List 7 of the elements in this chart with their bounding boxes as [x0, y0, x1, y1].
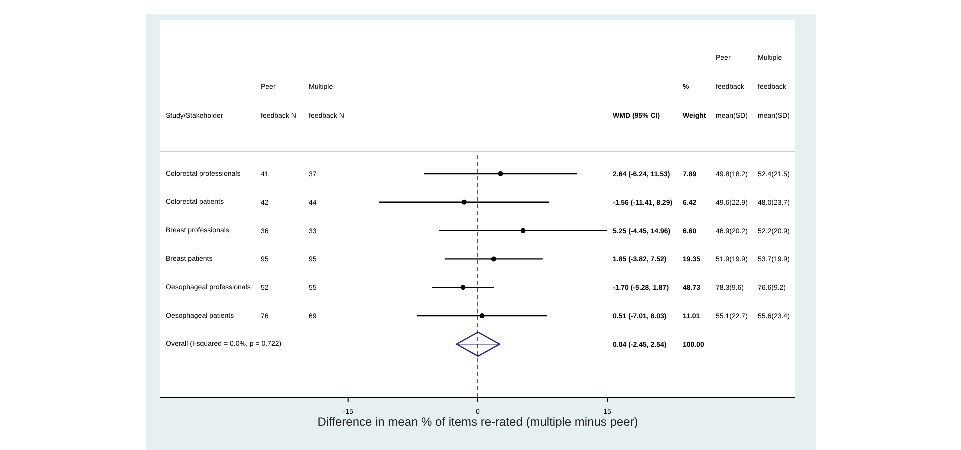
point	[480, 314, 485, 318]
point	[491, 256, 496, 262]
point	[498, 172, 504, 176]
point	[460, 285, 466, 290]
x-axis-title: Difference in mean % of items re-rated (multiple minus peer)	[318, 415, 638, 429]
point	[462, 200, 467, 205]
point	[520, 228, 526, 234]
